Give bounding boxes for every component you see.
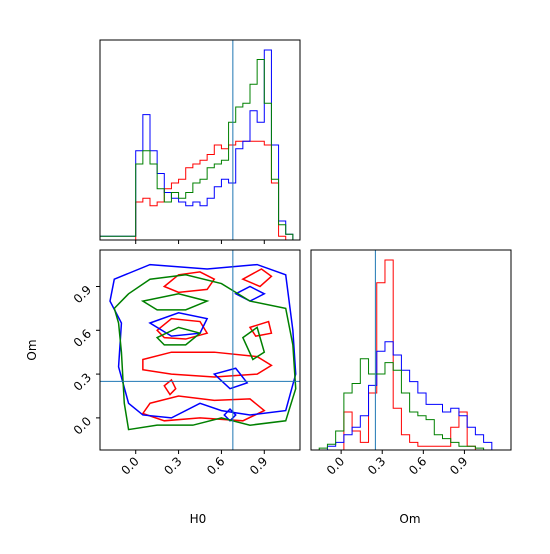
- om-x-tick-label: 0.3: [365, 454, 388, 477]
- contour-0-ring-5: [248, 320, 273, 337]
- om-x-ticks: 0.0 0.3 0.6 0.9: [324, 450, 471, 478]
- om-x-tick-label: 0.0: [324, 454, 347, 477]
- h0-histogram-series-0: [100, 140, 300, 241]
- contour-2-ring-0: [113, 274, 297, 431]
- h0-x-tick-label: 0.6: [204, 454, 227, 477]
- h0-histogram-frame: [99, 39, 301, 241]
- om-x-tick-label: 0.9: [447, 454, 470, 477]
- h0-om-contour-panel: 0.0 0.3 0.6 0.9 0.0 0.3 0.6 0.9: [71, 249, 301, 478]
- contour-2-ring-2: [155, 326, 202, 346]
- h0-histogram-ticks: [135, 240, 265, 244]
- contour-2-ring-1: [140, 293, 210, 311]
- y-axis-label-om: Om: [25, 339, 39, 360]
- om-histogram-series-1: [311, 341, 509, 451]
- om-histogram-series-0: [311, 259, 509, 451]
- om-histogram-frame: [310, 249, 512, 451]
- contour-1-ring-2: [212, 367, 249, 390]
- om-histogram-series-2: [311, 358, 509, 451]
- contour-0-ring-3: [141, 395, 266, 422]
- contour-0-ring-0: [162, 271, 216, 294]
- om-y-tick-label: 0.0: [71, 414, 94, 437]
- h0-x-tick-label: 0.9: [247, 454, 270, 477]
- h0-histogram-series-2: [99, 59, 300, 241]
- contour-0-ring-2: [142, 351, 273, 378]
- h0-histogram-series-1: [99, 49, 300, 241]
- x-axis-label-om: Om: [399, 512, 420, 526]
- h0-x-tick-label: 0.0: [118, 454, 141, 477]
- contour-0-ring-6: [163, 378, 177, 396]
- om-x-tick-label: 0.6: [406, 454, 429, 477]
- om-y-tick-label: 0.3: [71, 370, 94, 393]
- h0-histogram-panel: [99, 39, 301, 244]
- contour-0-ring-4: [241, 268, 273, 288]
- contour-0-ring-1: [156, 317, 209, 340]
- contour-1-ring-4: [234, 285, 266, 302]
- contour-1-ring-1: [148, 311, 209, 337]
- om-y-ticks: 0.0 0.3 0.6 0.9: [71, 283, 100, 438]
- contour-frame: [99, 249, 301, 451]
- truth-crosshair: [100, 250, 300, 450]
- contour-2-ring-3: [241, 326, 266, 361]
- om-histogram-series: [311, 259, 509, 451]
- h0-histogram-series: [99, 49, 300, 241]
- h0-x-ticks: 0.0 0.3 0.6 0.9: [118, 450, 270, 478]
- om-y-tick-label: 0.9: [71, 283, 94, 306]
- contour-series: [109, 263, 297, 431]
- om-histogram-panel: 0.0 0.3 0.6 0.9: [310, 249, 512, 478]
- om-y-tick-label: 0.6: [71, 327, 94, 350]
- h0-x-tick-label: 0.3: [161, 454, 184, 477]
- contour-1-ring-0: [109, 263, 297, 419]
- x-axis-label-h0: H0: [190, 512, 207, 526]
